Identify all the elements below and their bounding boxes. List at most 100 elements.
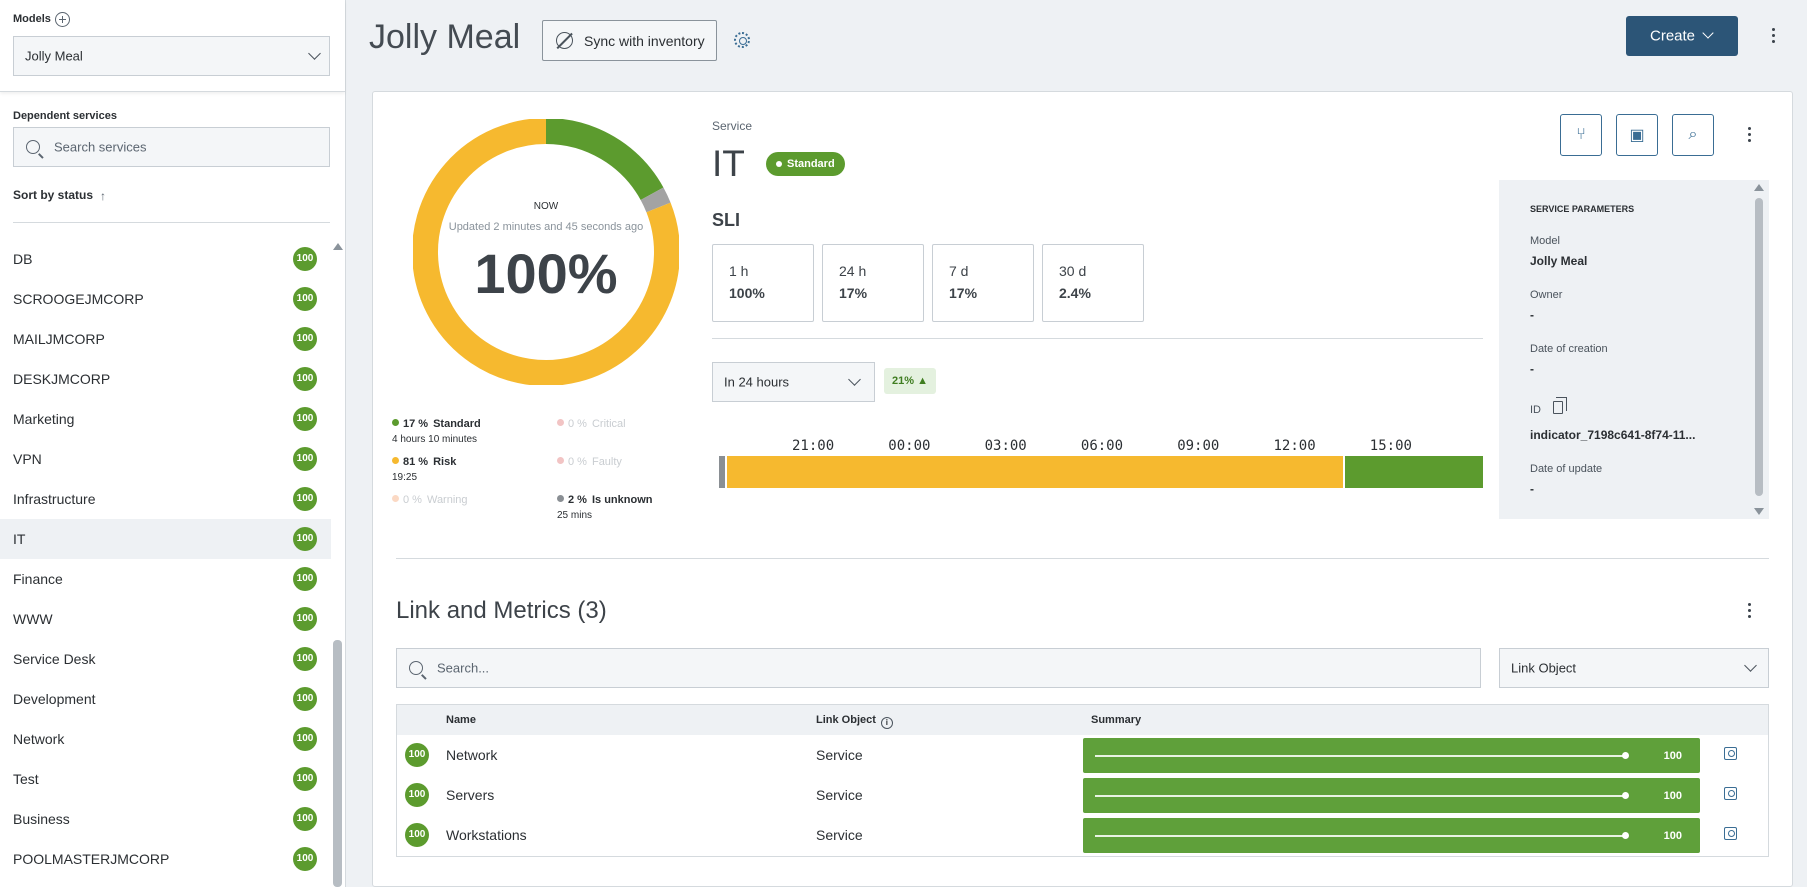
- search-placeholder: Search...: [437, 660, 490, 676]
- legend-pct: 0 %: [403, 494, 422, 506]
- card-more-icon[interactable]: [1748, 127, 1752, 143]
- sidebar-service-item[interactable]: DESKJMCORP 100: [0, 359, 331, 399]
- inspect-icon[interactable]: [1724, 747, 1737, 760]
- sort-by-status[interactable]: Sort by status: [13, 188, 94, 202]
- link-object-select[interactable]: Link Object: [1499, 648, 1769, 688]
- inspect-icon[interactable]: [1724, 827, 1737, 840]
- search-services-input[interactable]: Search services: [13, 127, 330, 167]
- sidebar-service-item[interactable]: Network 100: [0, 719, 331, 759]
- inspect-button[interactable]: ⌕: [1672, 114, 1714, 156]
- timeline-tick: 00:00: [888, 438, 931, 454]
- header-more-icon[interactable]: [1772, 28, 1776, 44]
- sidebar-service-item[interactable]: POOLMASTERJMCORP 100: [0, 839, 331, 879]
- sparkline-point: [1622, 832, 1629, 839]
- legend-name: Warning: [426, 494, 468, 506]
- sidebar-service-item[interactable]: WWW 100: [0, 599, 331, 639]
- sidebar-service-item[interactable]: DB 100: [0, 239, 331, 279]
- gear-icon[interactable]: [734, 32, 750, 48]
- sidebar-service-item[interactable]: SCROOGEJMCORP 100: [0, 279, 331, 319]
- sync-with-inventory-button[interactable]: Sync with inventory: [542, 20, 717, 61]
- col-name[interactable]: Name: [446, 714, 476, 726]
- legend-duration: 19:25: [392, 472, 418, 483]
- sidebar-service-item[interactable]: Service Desk 100: [0, 639, 331, 679]
- info-icon[interactable]: i: [880, 717, 893, 729]
- sidebar-scrollbar[interactable]: [333, 640, 342, 887]
- service-name: POOLMASTERJMCORP: [13, 851, 170, 867]
- sidebar-service-item[interactable]: Test 100: [0, 759, 331, 799]
- table-row[interactable]: 100 Servers Service 100: [397, 775, 1768, 815]
- sidebar-service-item[interactable]: Infrastructure 100: [0, 479, 331, 519]
- row-name[interactable]: Network: [446, 747, 498, 763]
- legend-standard: 17 % Standard 4 hours 10 minutes: [392, 418, 481, 445]
- score-badge: 100: [293, 687, 317, 711]
- legend-name: Is unknown: [591, 494, 653, 506]
- create-button[interactable]: Create: [1626, 16, 1738, 56]
- chevron-down-icon: [1702, 27, 1714, 39]
- scroll-up-arrow[interactable]: [1754, 184, 1764, 191]
- model-select[interactable]: Jolly Meal: [13, 36, 330, 76]
- unknown-dot: [557, 495, 564, 502]
- divider: [396, 558, 1769, 559]
- add-model-icon[interactable]: [55, 12, 70, 27]
- sparkline-point: [1622, 752, 1629, 759]
- row-name[interactable]: Servers: [446, 787, 495, 803]
- chevron-down-icon: [1744, 659, 1757, 672]
- sparkline-line: [1095, 795, 1625, 797]
- score-badge: 100: [293, 247, 317, 271]
- summary-sparkline[interactable]: 100: [1083, 778, 1700, 813]
- service-name: Business: [13, 811, 70, 827]
- sidebar-service-item[interactable]: MAILJMCORP 100: [0, 319, 331, 359]
- legend-name: Risk: [433, 456, 457, 468]
- sort-arrow-up-icon[interactable]: ↑: [100, 189, 106, 203]
- col-link-object-label: Link Object: [816, 714, 876, 726]
- sli-period: 1 h: [729, 263, 749, 279]
- scroll-up-arrow[interactable]: [333, 243, 343, 250]
- score-badge: 100: [293, 447, 317, 471]
- copy-icon[interactable]: [1553, 397, 1567, 414]
- score-badge: 100: [405, 743, 429, 767]
- table-row[interactable]: 100 Network Service 100: [397, 735, 1768, 775]
- summary-sparkline[interactable]: 100: [1083, 818, 1700, 853]
- sidebar-service-item[interactable]: IT 100: [0, 519, 331, 559]
- dependency-tree-button[interactable]: ⑂: [1560, 114, 1602, 156]
- col-summary[interactable]: Summary: [1091, 714, 1142, 726]
- legend-faulty: 0 % Faulty: [557, 456, 622, 468]
- scroll-down-arrow[interactable]: [1754, 508, 1764, 515]
- row-name[interactable]: Workstations: [446, 827, 527, 843]
- time-range-select[interactable]: In 24 hours: [712, 362, 875, 402]
- score-badge: 100: [405, 823, 429, 847]
- params-scrollbar[interactable]: [1755, 198, 1763, 496]
- row-link-object: Service: [816, 827, 863, 843]
- row-link-object: Service: [816, 747, 863, 763]
- sidebar-service-item[interactable]: Finance 100: [0, 559, 331, 599]
- service-name: MAILJMCORP: [13, 331, 105, 347]
- risk-dot: [392, 457, 399, 464]
- sidebar-service-item[interactable]: Business 100: [0, 799, 331, 839]
- divider: [13, 222, 330, 223]
- sidebar-service-item[interactable]: Marketing 100: [0, 399, 331, 439]
- service-name: IT: [13, 531, 26, 547]
- service-name: Test: [13, 771, 39, 787]
- service-parameters-panel: SERVICE PARAMETERS Model Jolly Meal Owne…: [1499, 180, 1769, 519]
- creation-value: -: [1530, 362, 1534, 376]
- inspect-icon[interactable]: [1724, 787, 1737, 800]
- divider: [712, 338, 1483, 339]
- legend-unknown: 2 % Is unknown 25 mins: [557, 494, 652, 521]
- timeline-segment-risk[interactable]: [726, 456, 1344, 488]
- sidebar-service-item[interactable]: Development 100: [0, 679, 331, 719]
- links-search-input[interactable]: Search...: [396, 648, 1481, 688]
- summary-sparkline[interactable]: 100: [1083, 738, 1700, 773]
- models-label: Models: [13, 13, 51, 25]
- table-row[interactable]: 100 Workstations Service 100: [397, 815, 1768, 855]
- col-link-object[interactable]: Link Object i: [816, 714, 893, 729]
- owner-value: -: [1530, 308, 1534, 322]
- sidebar-service-item[interactable]: VPN 100: [0, 439, 331, 479]
- timeline-segment-unknown[interactable]: [719, 456, 725, 488]
- links-table: Name Link Object i Summary 100 Network Serv…: [396, 704, 1769, 857]
- donut-segment-unknown: [640, 187, 671, 213]
- inventory-button[interactable]: ▣: [1616, 114, 1658, 156]
- timeline-segment-standard[interactable]: [1345, 456, 1483, 488]
- links-more-icon[interactable]: [1748, 603, 1752, 619]
- id-value: indicator_7198c641-8f74-11...: [1530, 428, 1696, 442]
- legend-risk: 81 % Risk 19:25: [392, 456, 456, 483]
